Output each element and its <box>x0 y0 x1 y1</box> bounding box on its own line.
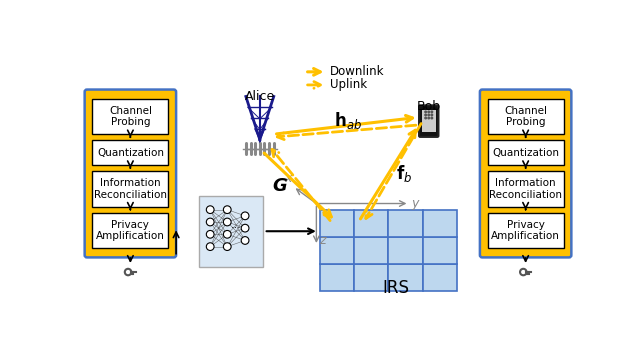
Circle shape <box>241 237 249 244</box>
Bar <box>355 264 388 290</box>
Circle shape <box>428 111 429 113</box>
FancyBboxPatch shape <box>199 196 263 267</box>
Bar <box>422 110 436 132</box>
Bar <box>488 213 564 248</box>
Circle shape <box>428 114 429 116</box>
Circle shape <box>425 111 426 113</box>
Bar <box>92 140 168 165</box>
Text: $\mathbf{h}_{\mathit{ab}}$: $\mathbf{h}_{\mathit{ab}}$ <box>334 110 362 131</box>
Text: Alice: Alice <box>244 90 275 103</box>
Circle shape <box>431 111 433 113</box>
Text: y: y <box>412 197 419 210</box>
Bar <box>92 99 168 134</box>
Circle shape <box>431 117 433 119</box>
Circle shape <box>241 212 249 220</box>
Bar <box>488 140 564 165</box>
FancyBboxPatch shape <box>480 90 572 258</box>
Circle shape <box>431 114 433 116</box>
Bar <box>320 264 355 290</box>
Bar <box>320 237 355 264</box>
Text: Quantization: Quantization <box>97 148 164 158</box>
Circle shape <box>223 231 231 238</box>
Text: Information
Reconciliation: Information Reconciliation <box>94 178 167 200</box>
Bar <box>422 237 457 264</box>
Circle shape <box>206 243 214 250</box>
Circle shape <box>206 206 214 213</box>
Circle shape <box>223 218 231 226</box>
Circle shape <box>425 114 426 116</box>
Text: $\mathbf{f}_{\mathit{b}}$: $\mathbf{f}_{\mathit{b}}$ <box>396 162 412 184</box>
Circle shape <box>223 206 231 213</box>
Text: Privacy
Amplification: Privacy Amplification <box>96 220 165 241</box>
Bar <box>422 264 457 290</box>
Circle shape <box>206 231 214 238</box>
Bar <box>488 171 564 207</box>
FancyBboxPatch shape <box>84 90 176 258</box>
Text: Information
Reconciliation: Information Reconciliation <box>489 178 562 200</box>
Circle shape <box>425 117 426 119</box>
Bar <box>92 213 168 248</box>
Text: Privacy
Amplification: Privacy Amplification <box>491 220 560 241</box>
Circle shape <box>241 224 249 232</box>
Bar <box>320 210 355 237</box>
Bar <box>388 264 422 290</box>
Text: Bob: Bob <box>417 100 441 113</box>
Circle shape <box>223 243 231 250</box>
Bar <box>355 237 388 264</box>
Bar <box>355 210 388 237</box>
Bar <box>388 237 422 264</box>
Bar <box>422 210 457 237</box>
Text: Channel
Probing: Channel Probing <box>109 106 152 127</box>
Bar <box>488 99 564 134</box>
Circle shape <box>428 117 429 119</box>
Text: Quantization: Quantization <box>492 148 559 158</box>
FancyBboxPatch shape <box>419 105 438 137</box>
Bar <box>92 171 168 207</box>
Text: ···: ··· <box>230 223 241 233</box>
Text: G: G <box>272 177 287 195</box>
Text: Uplink: Uplink <box>330 78 367 91</box>
Text: IRS: IRS <box>383 279 410 297</box>
Circle shape <box>206 218 214 226</box>
Text: Channel
Probing: Channel Probing <box>504 106 547 127</box>
Bar <box>388 210 422 237</box>
Text: Downlink: Downlink <box>330 65 385 78</box>
Text: z: z <box>319 234 325 247</box>
Text: x: x <box>284 172 292 185</box>
